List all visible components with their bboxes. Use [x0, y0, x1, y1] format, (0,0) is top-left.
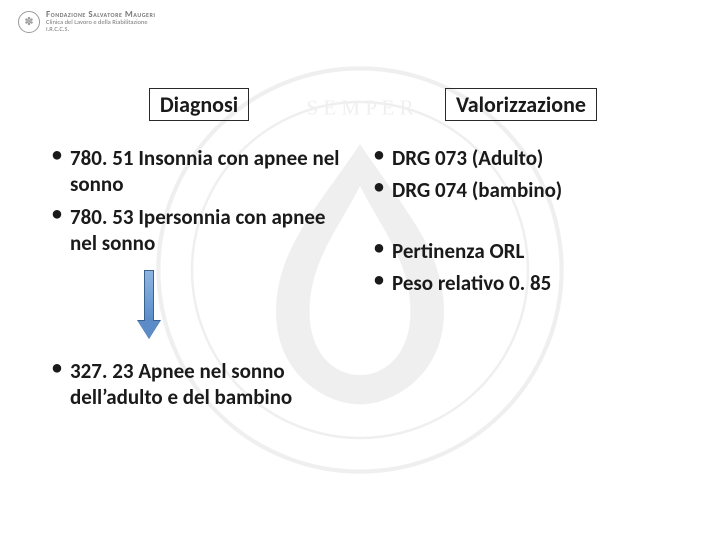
org-logo: ✽ Fondazione Salvatore Maugeri Clinica d…	[18, 10, 155, 33]
slide-body: Diagnosi 780. 51 Insonnia con apnee nel …	[0, 88, 720, 417]
left-heading: Diagnosi	[149, 88, 249, 121]
logo-text: Fondazione Salvatore Maugeri Clinica del…	[46, 10, 155, 33]
left-list-top: 780. 51 Insonnia con apnee nel sonno 780…	[48, 145, 350, 256]
left-list-bottom: 327. 23 Apnee nel sonno dell’adulto e de…	[48, 358, 350, 411]
list-item: Pertinenza ORL	[370, 238, 672, 264]
list-item: Peso relativo 0. 85	[370, 270, 672, 296]
down-arrow	[48, 270, 350, 340]
right-heading: Valorizzazione	[445, 88, 597, 121]
right-column: Valorizzazione DRG 073 (Adulto) DRG 074 …	[370, 88, 672, 417]
list-item: 780. 53 Ipersonnia con apnee nel sonno	[48, 204, 350, 257]
list-item: 780. 51 Insonnia con apnee nel sonno	[48, 145, 350, 198]
list-item: DRG 073 (Adulto)	[370, 145, 672, 171]
logo-mark-icon: ✽	[18, 11, 40, 33]
left-column: Diagnosi 780. 51 Insonnia con apnee nel …	[48, 88, 350, 417]
list-item: DRG 074 (bambino)	[370, 177, 672, 203]
logo-sub2: I.R.C.C.S.	[46, 26, 155, 33]
right-list-bottom: Pertinenza ORL Peso relativo 0. 85	[370, 238, 672, 297]
list-item: 327. 23 Apnee nel sonno dell’adulto e de…	[48, 358, 350, 411]
right-list-top: DRG 073 (Adulto) DRG 074 (bambino)	[370, 145, 672, 204]
